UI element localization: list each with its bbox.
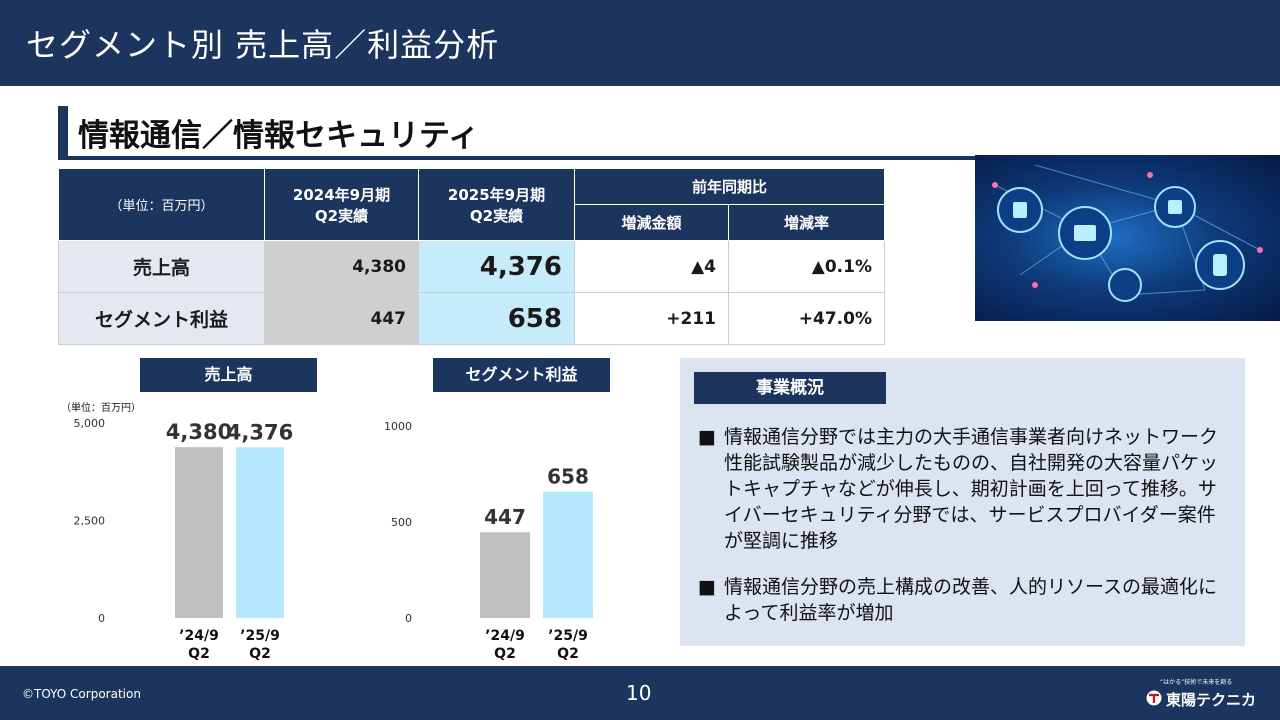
logo-tagline: “はかる”技術で未来を創る [1160, 679, 1233, 686]
bar [236, 447, 284, 618]
sales-chart-unit: （単位：百万円） [61, 403, 141, 414]
overview-bullet-text: 情報通信分野では主力の大手通信事業者向けネットワーク性能試験製品が減少したものの… [724, 426, 1219, 552]
page-number: 10 [626, 681, 652, 705]
y-tick-label: 0 [405, 612, 412, 625]
data-label: 447 [484, 505, 526, 529]
bar [480, 532, 530, 618]
y-tick-label: 5,000 [74, 417, 106, 430]
footer: ©TOYO Corporation 10 “はかる”技術で未来を創る 東陽テクニ… [0, 666, 1280, 720]
section-title: 情報通信／情報セキュリティ [78, 118, 480, 154]
results-table: （単位：百万円） 2024年9月期 Q2実績 2025年9月期 Q2実績 前年同… [58, 168, 885, 345]
section-accent-bar [58, 106, 68, 160]
sales-chart-title: 売上高 [140, 358, 317, 392]
overview-title: 事業概況 [694, 372, 886, 404]
y-tick-label: 2,500 [74, 515, 106, 528]
x-tick-label: Q2 [188, 646, 210, 662]
overview-bullet: ■ 情報通信分野では主力の大手通信事業者向けネットワーク性能試験製品が減少したも… [698, 424, 1218, 554]
col-yoy-header: 前年同期比 [574, 168, 885, 205]
table-row: セグメント利益 447 658 +211 +47.0% [58, 292, 885, 345]
page-title: セグメント別 売上高／利益分析 [26, 26, 500, 64]
data-label: 658 [547, 465, 589, 489]
col-rate-header: 増減率 [728, 204, 885, 241]
value-2024: 4,380 [264, 240, 419, 293]
overview-bullet: ■ 情報通信分野の売上構成の改善、人的リソースの最適化によって利益率が増加 [698, 574, 1218, 626]
logo-brand-name: 東陽テクニカ [1166, 691, 1257, 709]
profit-chart-plot: 0 500 1000 447 ’24/9 Q2 658 ’25/9 Q2 [384, 420, 593, 662]
sales-chart-plot: 0 2,500 5,000 4,380 ’24/9 Q2 4,376 ’25/9 Q2 [74, 417, 294, 662]
copyright: ©TOYO Corporation [22, 687, 141, 701]
business-overview-panel: 事業概況 ■ 情報通信分野では主力の大手通信事業者向けネットワーク性能試験製品が… [680, 358, 1245, 646]
sales-chart: 売上高 （単位：百万円） 0 2,500 5,000 4,380 ’24/9 Q2 4,37… [55, 358, 335, 663]
col-2024-header: 2024年9月期 Q2実績 [264, 168, 419, 241]
y-tick-label: 500 [391, 516, 412, 529]
network-illustration [975, 155, 1280, 321]
value-rate: ▲0.1% [728, 240, 885, 293]
col-2025-title: 2025年9月期 [447, 185, 546, 204]
bar [543, 491, 593, 618]
col-2024-subtitle: Q2実績 [314, 206, 369, 225]
x-tick-label: ’24/9 [179, 628, 219, 644]
x-tick-label: ’25/9 [240, 628, 280, 644]
bullet-square-icon: ■ [698, 576, 716, 598]
row-label: 売上高 [58, 240, 265, 293]
table-row: 売上高 4,380 4,376 ▲4 ▲0.1% [58, 240, 885, 293]
col-2025-subtitle: Q2実績 [469, 206, 524, 225]
overview-bullet-text: 情報通信分野の売上構成の改善、人的リソースの最適化によって利益率が増加 [724, 576, 1218, 624]
section-underline [58, 156, 978, 160]
profit-chart: セグメント利益 0 500 1000 447 ’24/9 Q2 658 ’25/9 Q2 [380, 358, 620, 663]
col-2024-title: 2024年9月期 [292, 185, 391, 204]
x-tick-label: Q2 [494, 646, 516, 662]
x-tick-label: Q2 [557, 646, 579, 662]
title-bar: セグメント別 売上高／利益分析 [0, 0, 1280, 86]
col-2025-header: 2025年9月期 Q2実績 [418, 168, 575, 241]
value-rate: +47.0% [728, 292, 885, 345]
y-tick-label: 1000 [384, 420, 412, 433]
value-2025: 4,376 [418, 240, 575, 293]
value-diff: +211 [574, 292, 729, 345]
value-diff: ▲4 [574, 240, 729, 293]
company-logo: “はかる”技術で未来を創る 東陽テクニカ [1146, 674, 1270, 714]
x-tick-label: ’24/9 [485, 628, 525, 644]
section-heading: 情報通信／情報セキュリティ [58, 106, 978, 160]
data-label: 4,376 [227, 420, 293, 444]
network-illustration-graphic [992, 164, 1263, 302]
brand-mark-icon [1146, 690, 1162, 706]
x-tick-label: Q2 [249, 646, 271, 662]
bar [175, 447, 223, 618]
profit-chart-title: セグメント利益 [433, 358, 610, 392]
value-2024: 447 [264, 292, 419, 345]
bullet-square-icon: ■ [698, 426, 716, 448]
y-tick-label: 0 [98, 612, 105, 625]
x-tick-label: ’25/9 [548, 628, 588, 644]
row-label: セグメント利益 [58, 292, 265, 345]
value-2025: 658 [418, 292, 575, 345]
col-diff-header: 増減金額 [574, 204, 729, 241]
data-label: 4,380 [166, 420, 232, 444]
unit-header: （単位：百万円） [58, 168, 265, 241]
